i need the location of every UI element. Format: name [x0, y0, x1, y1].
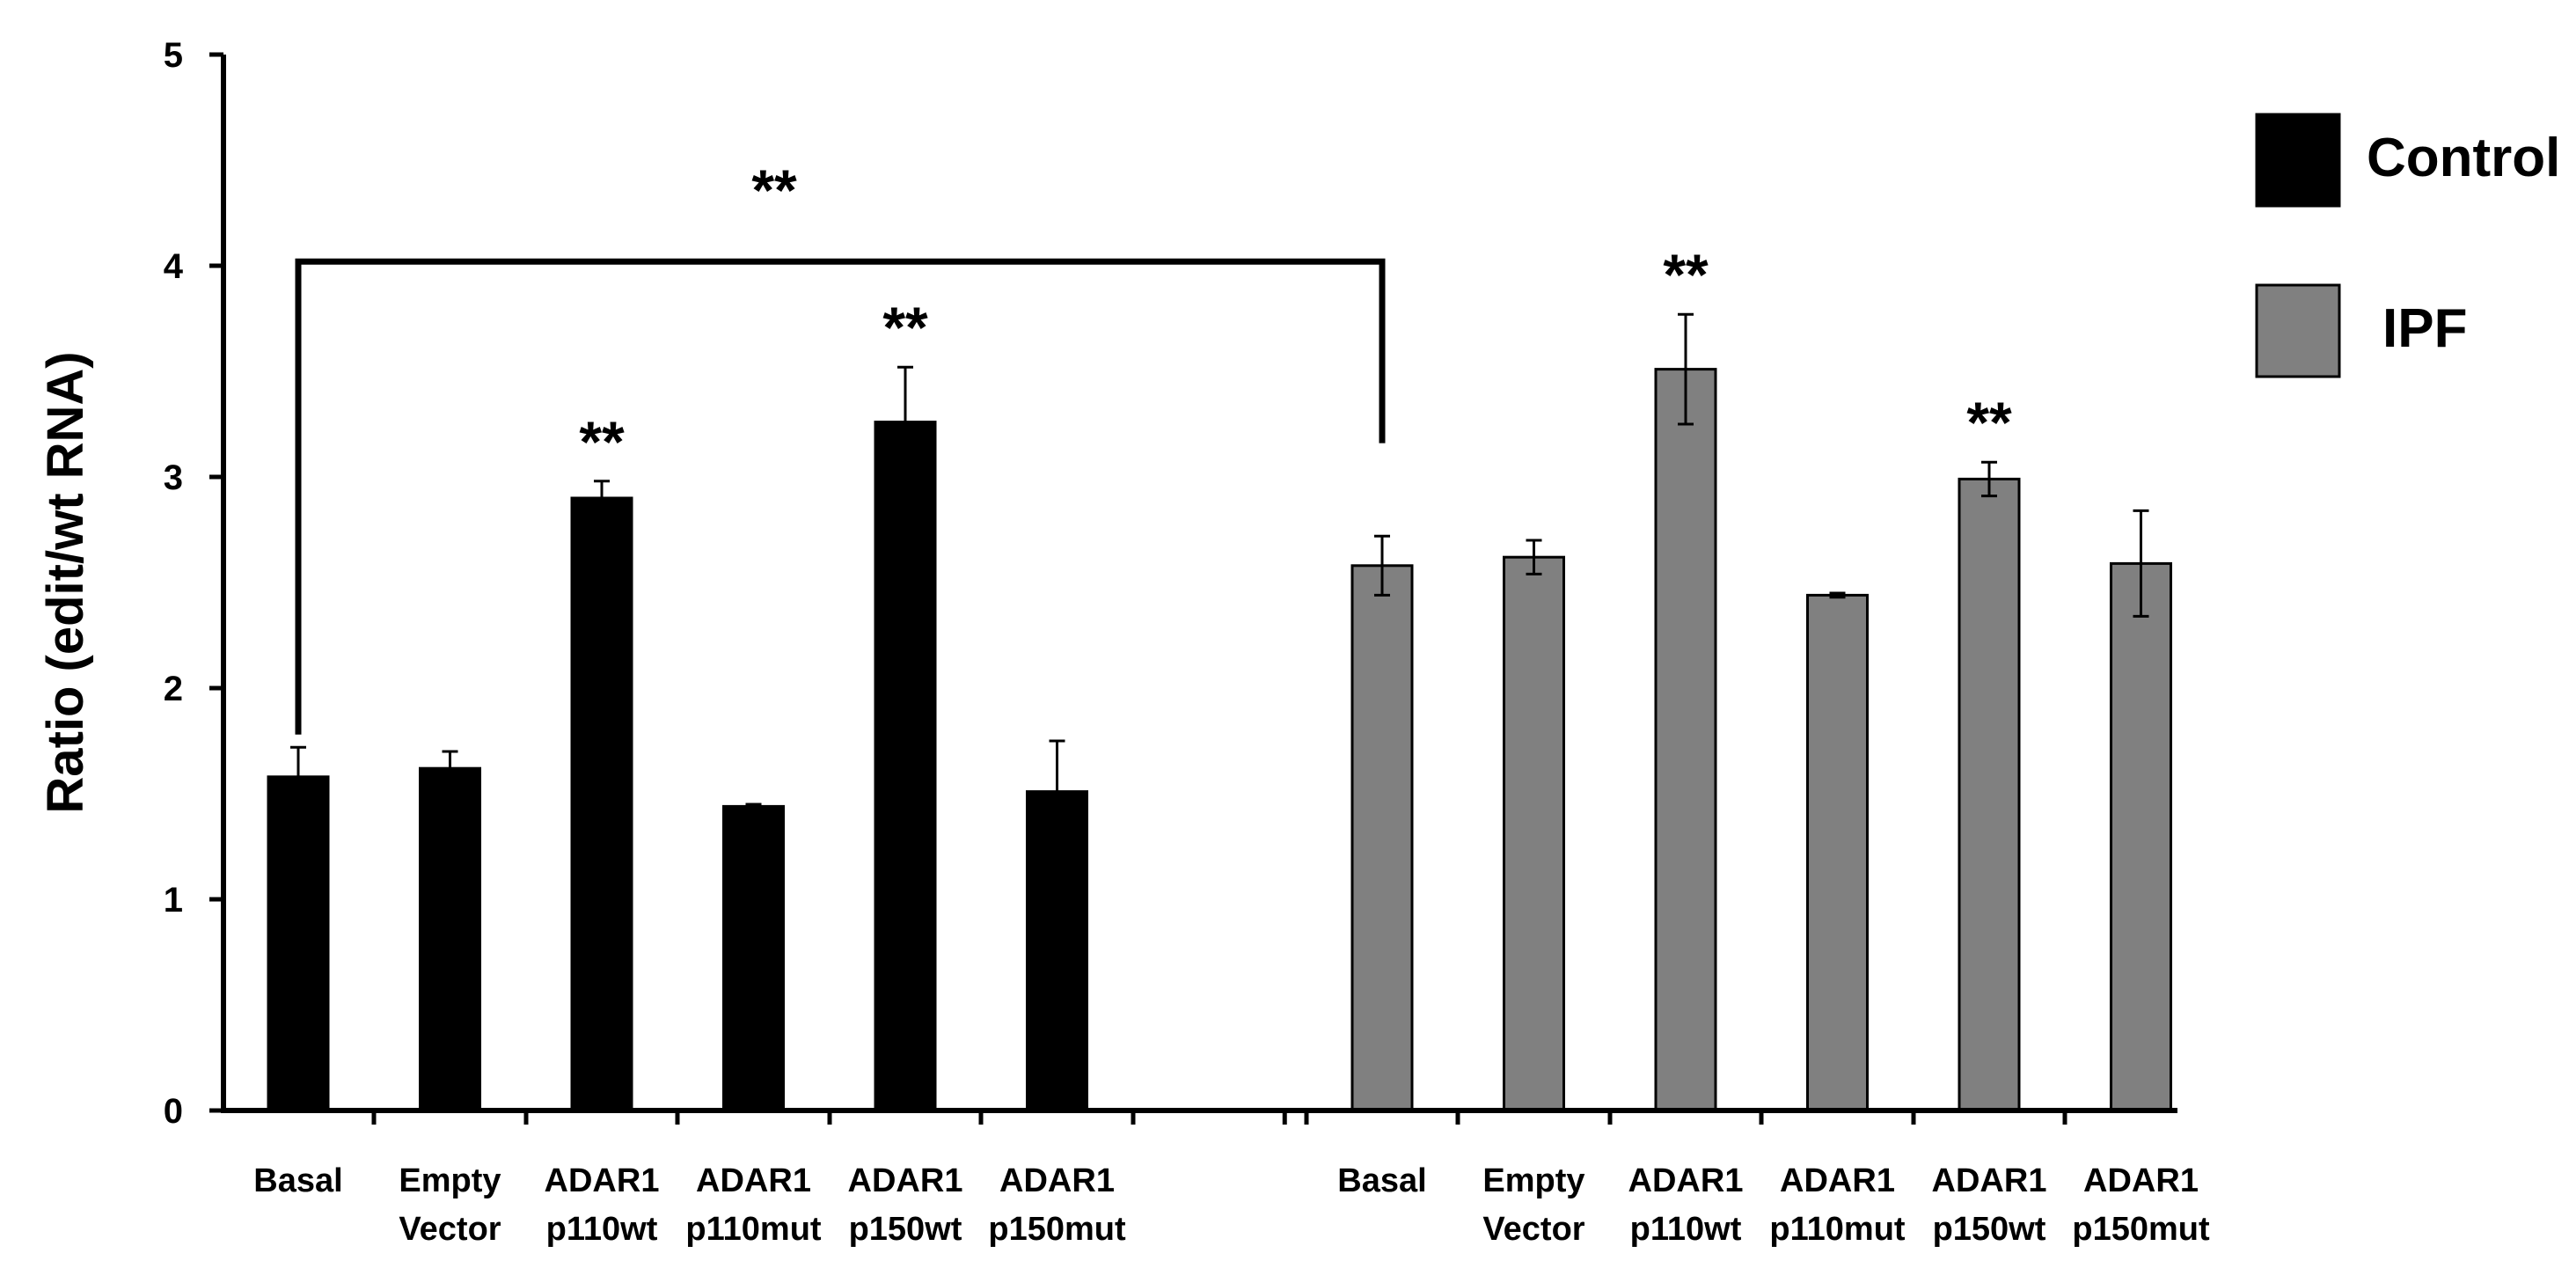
legend-swatch-control [2255, 113, 2341, 208]
annotations-layer: ** ** ** ** ** [295, 158, 2012, 735]
x-category-label: ADAR1 [545, 1162, 660, 1199]
bar-control-1 [419, 766, 481, 1112]
legend-swatch-ipf [2255, 283, 2341, 378]
bar-ipf-1 [1503, 555, 1565, 1112]
significance-mark: ** [579, 409, 625, 474]
x-category-label: p110wt [1630, 1211, 1742, 1248]
significance-mark: ** [1966, 390, 2012, 455]
x-category-label: p150wt [849, 1211, 962, 1248]
bar-ipf-3 [1806, 593, 1869, 1112]
bar-control-5 [1026, 790, 1088, 1112]
y-tick-label: 2 [164, 670, 183, 708]
comparison-bracket [295, 258, 1386, 735]
x-category-label: ADAR1 [2083, 1162, 2199, 1199]
legend-label-ipf: IPF [2382, 298, 2467, 359]
x-category-label: p110mut [1769, 1211, 1906, 1248]
labels-layer: 0 1 2 3 4 5 Ratio (edit/wt RNA) Basal Empty Vecto… [37, 36, 2210, 1248]
x-category-label: Empty [399, 1162, 501, 1199]
bar-control-2 [570, 496, 633, 1112]
y-axis-title: Ratio (edit/wt RNA) [37, 351, 94, 813]
legend-label-control: Control [2367, 128, 2560, 188]
x-category-label: ADAR1 [848, 1162, 963, 1199]
axes-layer [209, 52, 2177, 1125]
y-tick-label: 5 [164, 36, 183, 75]
x-category-label: Vector [399, 1211, 501, 1248]
x-category-label: ADAR1 [999, 1162, 1115, 1199]
x-category-label: Empty [1482, 1162, 1584, 1199]
x-category-label: p150mut [2072, 1211, 2210, 1248]
bar-ipf-2 [1654, 368, 1717, 1112]
x-category-label: p110wt [546, 1211, 658, 1248]
x-category-label: p110mut [685, 1211, 822, 1248]
legend: Control IPF [2255, 113, 2560, 378]
bars-layer [267, 312, 2172, 1112]
x-category-label: Basal [253, 1162, 342, 1199]
x-category-label: ADAR1 [1780, 1162, 1895, 1199]
x-category-label: ADAR1 [1932, 1162, 2047, 1199]
x-category-label: ADAR1 [696, 1162, 811, 1199]
significance-mark: ** [1663, 242, 1709, 307]
bar-ipf-4 [1958, 477, 2021, 1112]
x-category-label: ADAR1 [1628, 1162, 1744, 1199]
y-tick-label: 4 [164, 247, 184, 286]
x-category-label: Vector [1482, 1211, 1584, 1248]
bar-control-0 [267, 775, 330, 1112]
bar-control-4 [874, 421, 937, 1112]
bar-ipf-5 [2110, 561, 2172, 1112]
x-category-label: p150mut [988, 1211, 1126, 1248]
x-category-label: Basal [1337, 1162, 1426, 1199]
significance-mark: ** [882, 295, 928, 360]
y-tick-label: 0 [164, 1092, 183, 1131]
x-category-label: p150wt [1933, 1211, 2046, 1248]
bar-ipf-0 [1350, 564, 1414, 1112]
bracket-significance-mark: ** [751, 158, 797, 223]
y-tick-label: 1 [164, 881, 183, 920]
y-tick-label: 3 [164, 458, 183, 497]
bar-control-3 [722, 804, 785, 1112]
